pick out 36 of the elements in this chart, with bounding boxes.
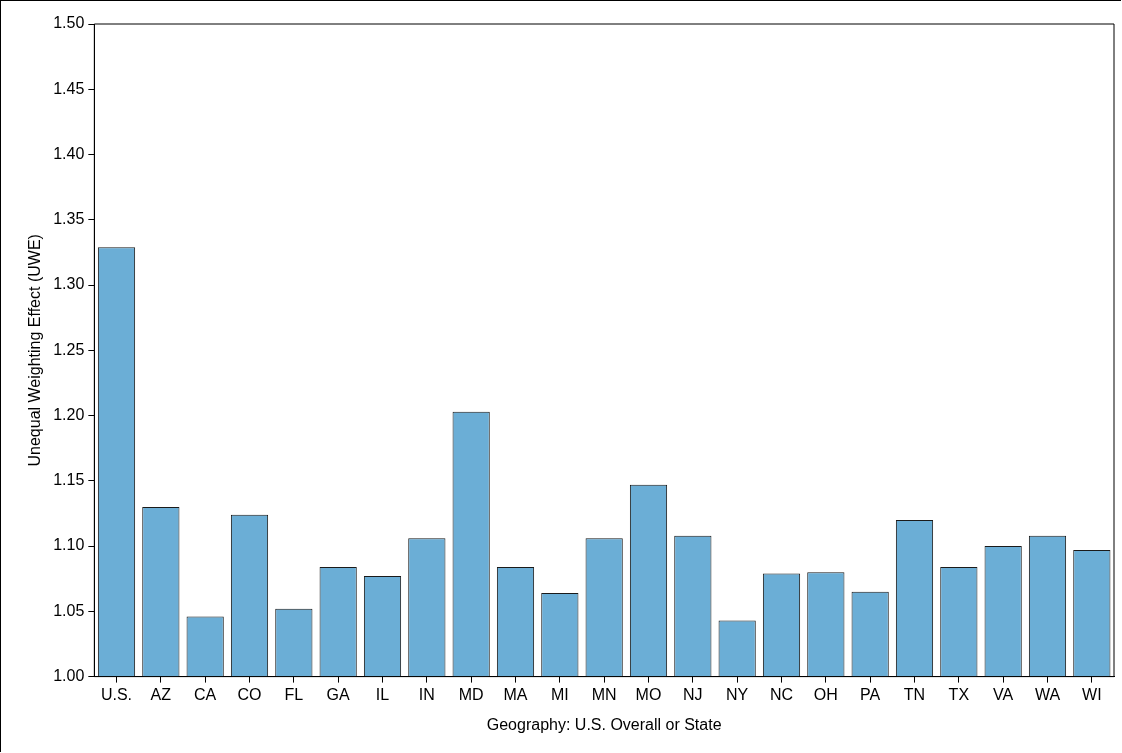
x-tick-label: GA: [326, 685, 351, 703]
x-tick-label: IN: [418, 685, 435, 703]
x-tick-label: VA: [993, 685, 1014, 703]
x-tick-label: CO: [237, 685, 262, 703]
x-tick-label: NJ: [683, 685, 703, 703]
x-tick-label: PA: [860, 685, 881, 703]
y-tick-label: 1.20: [53, 405, 85, 423]
y-tick-label: 1.50: [53, 14, 85, 32]
y-tick-label: 1.10: [53, 536, 85, 554]
x-tick-label: MN: [591, 685, 617, 703]
x-tick-label: MO: [635, 685, 662, 703]
y-tick-label: 1.40: [53, 144, 85, 162]
x-tick-label: FL: [284, 685, 304, 703]
x-tick-label: TN: [903, 685, 926, 703]
x-tick-label: CA: [194, 685, 217, 703]
y-tick-label: 1.25: [53, 340, 85, 358]
x-tick-label: NY: [726, 685, 749, 703]
y-tick-label: 1.15: [53, 471, 85, 489]
x-tick-label: MD: [458, 685, 484, 703]
x-tick-label: IL: [375, 685, 390, 703]
y-axis-title: Unequal Weighting Effect (UWE): [26, 234, 44, 467]
x-tick-label: AZ: [150, 685, 172, 703]
x-tick-label: NC: [769, 685, 794, 703]
x-axis-title: Geography: U.S. Overall or State: [486, 715, 722, 733]
x-tick-label: OH: [813, 685, 838, 703]
y-tick-label: 1.35: [53, 210, 85, 228]
x-tick-label: TX: [948, 685, 970, 703]
x-tick-label: WA: [1034, 685, 1061, 703]
y-tick-label: 1.05: [53, 601, 85, 619]
y-tick-label: 1.00: [53, 667, 85, 685]
y-tick-label: 1.30: [53, 275, 85, 293]
x-tick-label: WI: [1082, 685, 1102, 703]
y-tick-label: 1.45: [53, 79, 85, 97]
x-tick-label: U.S.: [100, 685, 133, 703]
x-tick-label: MA: [503, 685, 528, 703]
x-tick-label: MI: [550, 685, 569, 703]
